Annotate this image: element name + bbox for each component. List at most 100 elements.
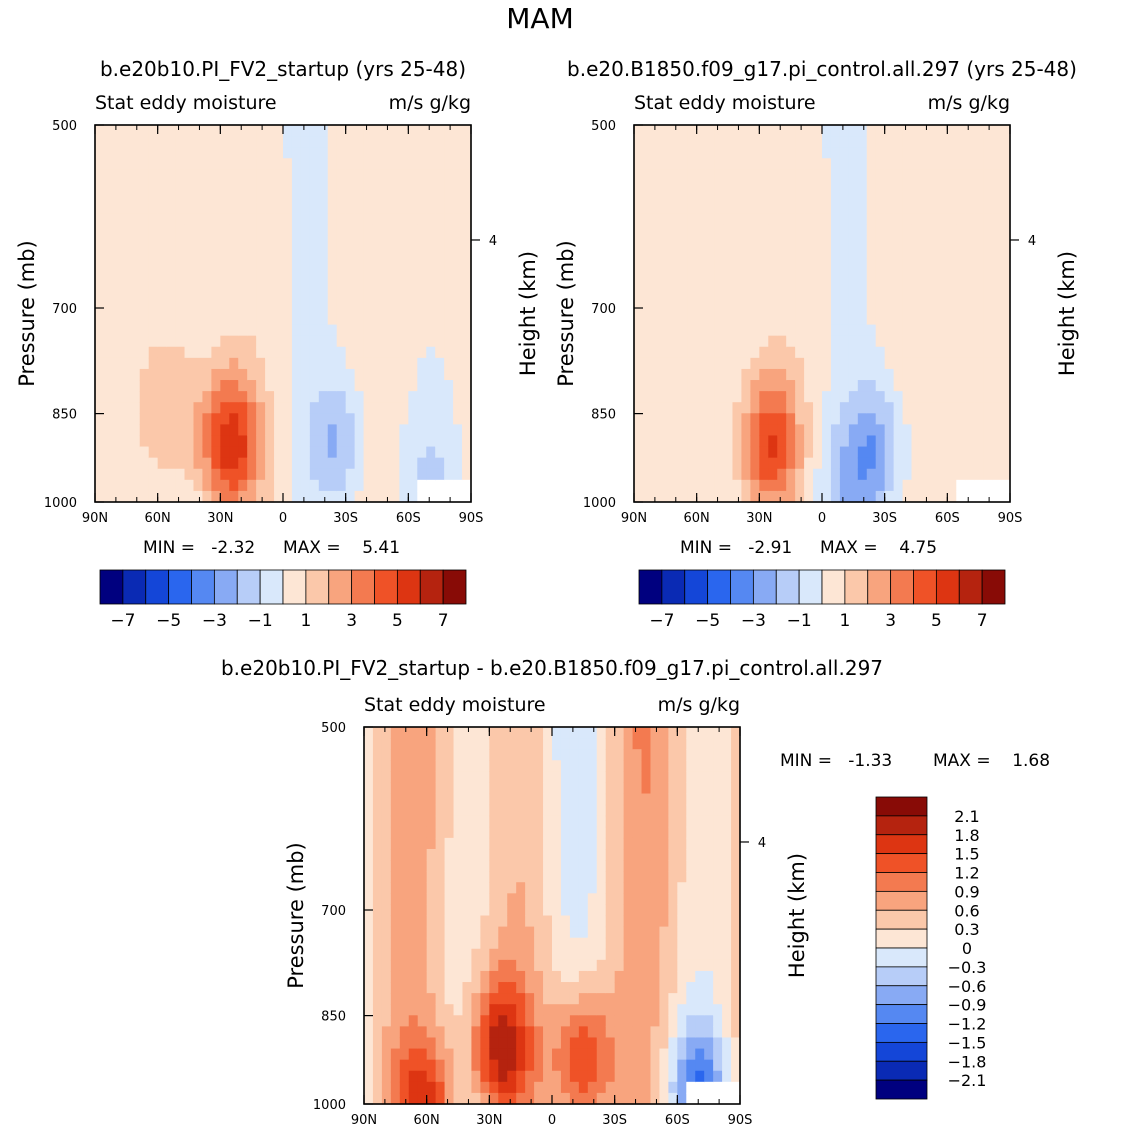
contour-cell	[642, 180, 653, 193]
contour-cell	[247, 147, 257, 159]
contour-cell	[902, 235, 913, 248]
contour-cell	[965, 224, 975, 237]
contour-cell	[992, 202, 1002, 215]
contour-cell	[247, 169, 257, 182]
contour-cell	[560, 1048, 571, 1061]
contour-cell	[148, 169, 159, 182]
contour-cell	[578, 804, 589, 817]
contour-cell	[318, 136, 329, 148]
contour-cell	[929, 313, 939, 326]
contour-cell	[714, 258, 725, 270]
contour-cell	[265, 158, 275, 170]
contour-cell	[641, 1059, 652, 1072]
contour-cell	[857, 380, 868, 392]
contour-cell	[786, 158, 796, 170]
contour-cell	[705, 490, 716, 503]
contour-cell	[659, 727, 669, 739]
contour-cell	[713, 1004, 723, 1016]
contour-cell	[489, 1070, 499, 1083]
contour-cell	[148, 258, 159, 270]
contour-cell	[713, 948, 723, 961]
contour-cell	[399, 1037, 410, 1050]
contour-cell	[435, 368, 445, 381]
contour-cell	[634, 202, 644, 215]
contour-cell	[417, 848, 428, 861]
max-label: MAX = 5.41	[283, 538, 400, 558]
contour-cell	[938, 235, 948, 248]
contour-cell	[623, 760, 634, 772]
contour-cell	[211, 479, 221, 492]
contour-cell	[211, 490, 221, 503]
contour-cell	[444, 1037, 455, 1050]
x-tick-label: 90S	[728, 1113, 753, 1128]
contour-cell	[651, 424, 662, 437]
contour-cell	[444, 826, 455, 839]
contour-cell	[884, 313, 895, 326]
contour-cell	[795, 435, 805, 448]
contour-cell	[813, 313, 823, 326]
contour-cell	[184, 291, 195, 304]
contour-cell	[265, 380, 275, 392]
contour-cell	[857, 457, 868, 470]
contour-cell	[390, 213, 400, 226]
contour-cell	[623, 860, 634, 872]
contour-cell	[238, 446, 248, 459]
contour-cell	[614, 1092, 625, 1105]
contour-cell	[408, 324, 418, 337]
contour-cell	[534, 1092, 544, 1105]
contour-cell	[920, 468, 931, 481]
contour-cell	[713, 871, 723, 883]
contour-cell	[283, 335, 293, 348]
contour-cell	[274, 158, 284, 170]
contour-cell	[722, 993, 732, 1005]
contour-cell	[229, 302, 239, 315]
contour-cell	[408, 435, 418, 448]
contour-cell	[830, 335, 841, 348]
contour-cell	[668, 993, 678, 1005]
contour-cell	[112, 202, 123, 215]
contour-cell	[390, 738, 401, 750]
colorbar-box	[821, 569, 846, 605]
contour-cell	[345, 479, 356, 492]
contour-cell	[444, 982, 455, 994]
contour-cell	[786, 246, 796, 259]
contour-cell	[659, 1015, 669, 1027]
contour-cell	[911, 202, 922, 215]
contour-cell	[587, 882, 598, 894]
contour-cell	[731, 771, 741, 784]
contour-cell	[642, 147, 653, 159]
contour-cell	[668, 860, 678, 872]
contour-cell	[759, 446, 769, 459]
contour-cell	[453, 357, 463, 370]
contour-cell	[848, 169, 859, 182]
contour-cell	[947, 324, 957, 337]
y-tick-label: 500	[52, 119, 77, 134]
contour-cell	[121, 302, 132, 315]
contour-cell	[992, 380, 1002, 392]
contour-cell	[731, 871, 741, 883]
contour-cell	[354, 224, 365, 237]
contour-cell	[318, 490, 329, 503]
contour-cell	[534, 982, 544, 994]
contour-cell	[238, 424, 248, 437]
contour-cell	[408, 213, 418, 226]
contour-cell	[731, 1059, 741, 1072]
contour-cell	[507, 815, 517, 828]
contour-cell	[848, 368, 859, 381]
contour-cell	[866, 335, 877, 348]
contour-cell	[614, 970, 625, 983]
contour-cell	[587, 771, 598, 784]
contour-cell	[569, 926, 580, 939]
contour-cell	[974, 313, 984, 326]
contour-cell	[327, 258, 338, 270]
contour-cell	[444, 882, 455, 894]
contour-cell	[95, 158, 105, 170]
contour-cell	[902, 313, 913, 326]
contour-cell	[364, 1026, 374, 1039]
contour-cell	[390, 246, 400, 259]
contour-cell	[184, 335, 195, 348]
contour-cell	[569, 860, 580, 872]
contour-cell	[569, 1092, 580, 1105]
contour-cell	[175, 446, 186, 459]
contour-cell	[229, 446, 239, 459]
